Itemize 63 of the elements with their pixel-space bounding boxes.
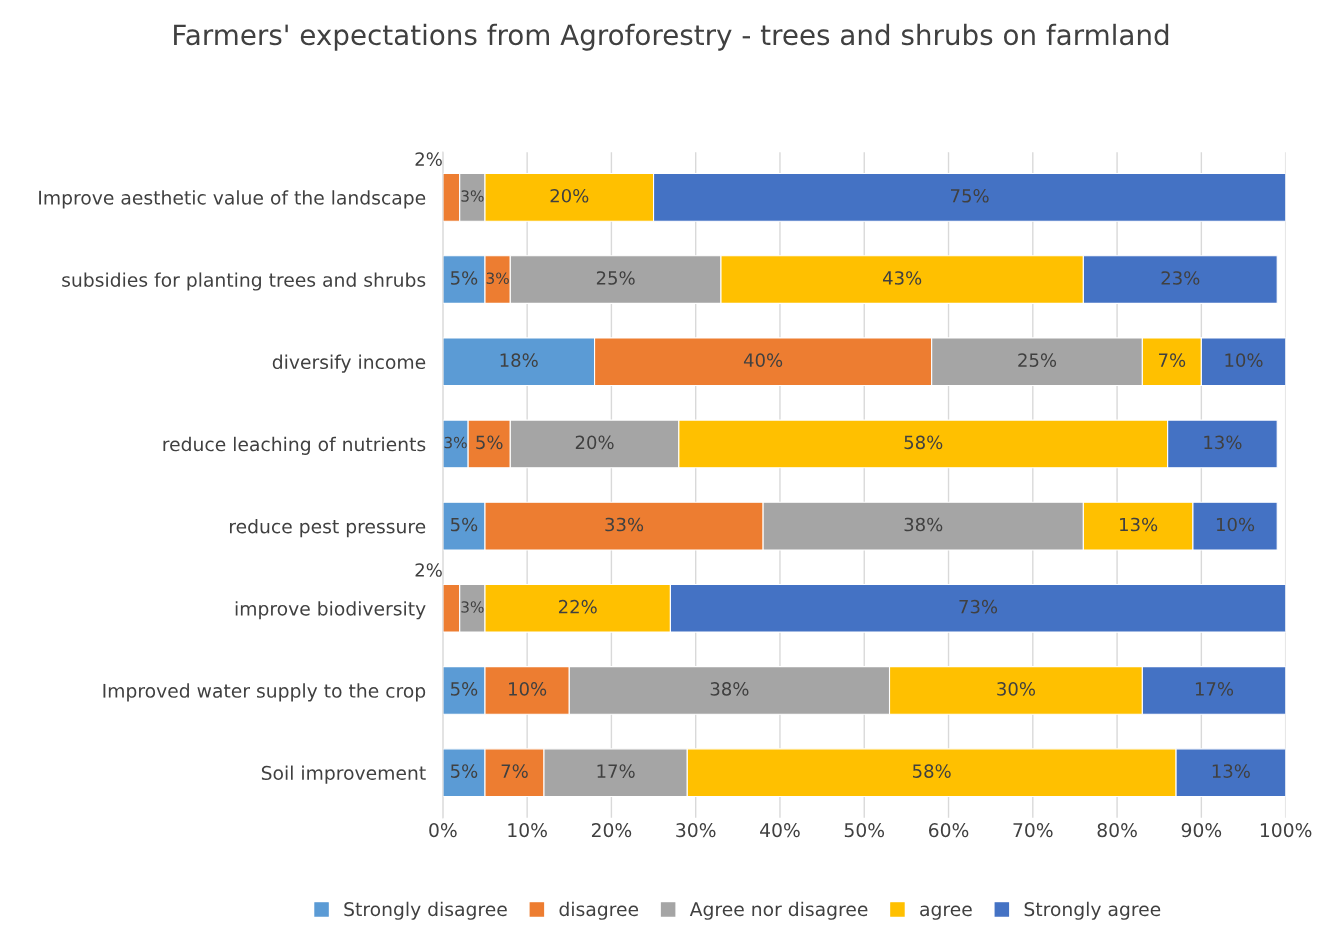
y-tick-label: reduce pest pressure <box>230 518 426 538</box>
data-label: 3% <box>444 436 467 449</box>
x-tick-label: 0% <box>429 823 457 838</box>
data-label: 13% <box>1212 764 1250 778</box>
data-label: 25% <box>596 271 635 285</box>
data-label: 58% <box>904 435 943 450</box>
data-label: 17% <box>597 764 635 778</box>
data-label: 38% <box>710 682 749 696</box>
data-label: 75% <box>951 188 989 203</box>
y-tick-label: Improved water supply to the crop <box>103 683 426 702</box>
y-tick-label: Soil improvement <box>261 765 426 784</box>
data-label: 7% <box>1159 353 1186 367</box>
data-label: 2% <box>415 563 442 577</box>
data-label: 3% <box>461 190 484 202</box>
x-tick-label: 80% <box>1097 823 1137 838</box>
chart-title: Farmers' expectations from Agroforestry - trees and shrubs on farmland <box>174 23 1169 51</box>
x-tick-label: 40% <box>760 823 800 838</box>
x-tick-label: 20% <box>591 823 632 838</box>
data-label: 20% <box>575 435 614 450</box>
data-label: 5% <box>451 764 478 778</box>
data-label: 33% <box>605 517 644 532</box>
y-tick-label: diversify income <box>272 354 426 373</box>
data-label: 40% <box>743 353 783 367</box>
data-label: 5% <box>451 271 478 285</box>
legend-label: Strongly disagree <box>344 901 507 920</box>
y-tick-label: Improve aesthetic value of the landscape <box>39 190 426 209</box>
y-tick-label: reduce leaching of nutrients <box>163 436 426 455</box>
x-tick-label: 70% <box>1013 823 1053 838</box>
data-label: 10% <box>1225 353 1263 367</box>
legend-label: disagree <box>559 901 639 920</box>
data-label: 10% <box>509 682 547 696</box>
data-label: 13% <box>1204 435 1242 450</box>
x-tick-label: 100% <box>1260 823 1312 838</box>
data-label: 7% <box>501 764 528 778</box>
x-tick-label: 10% <box>508 823 547 838</box>
y-tick-label: subsidies for planting trees and shrubs <box>62 272 426 291</box>
data-label: 73% <box>959 599 998 614</box>
data-label: 3% <box>461 601 484 613</box>
data-label: 5% <box>476 435 503 450</box>
x-tick-label: 90% <box>1181 823 1222 838</box>
data-label: 2% <box>415 152 442 166</box>
data-label: 18% <box>500 353 538 367</box>
data-label: 5% <box>451 682 478 696</box>
data-label: 30% <box>997 682 1036 696</box>
data-label: 3% <box>486 272 509 284</box>
data-label: 13% <box>1120 517 1158 532</box>
data-label: 38% <box>904 517 943 532</box>
legend-label: Agree nor disagree <box>689 901 868 920</box>
data-label: 25% <box>1018 353 1057 367</box>
data-label: 23% <box>1161 271 1200 285</box>
legend-label: Strongly agree <box>1024 901 1161 920</box>
data-label: 22% <box>558 599 597 614</box>
data-label: 10% <box>1216 517 1255 532</box>
x-tick-label: 60% <box>929 823 969 838</box>
data-label: 20% <box>550 188 589 203</box>
x-tick-label: 50% <box>844 823 885 838</box>
data-label: 58% <box>913 764 951 778</box>
data-label: 43% <box>882 271 922 285</box>
data-label: 17% <box>1195 682 1234 696</box>
legend-label: agree <box>920 905 972 920</box>
y-tick-label: improve biodiversity <box>235 601 426 620</box>
data-label: 5% <box>451 517 478 532</box>
x-tick-label: 30% <box>676 823 716 838</box>
